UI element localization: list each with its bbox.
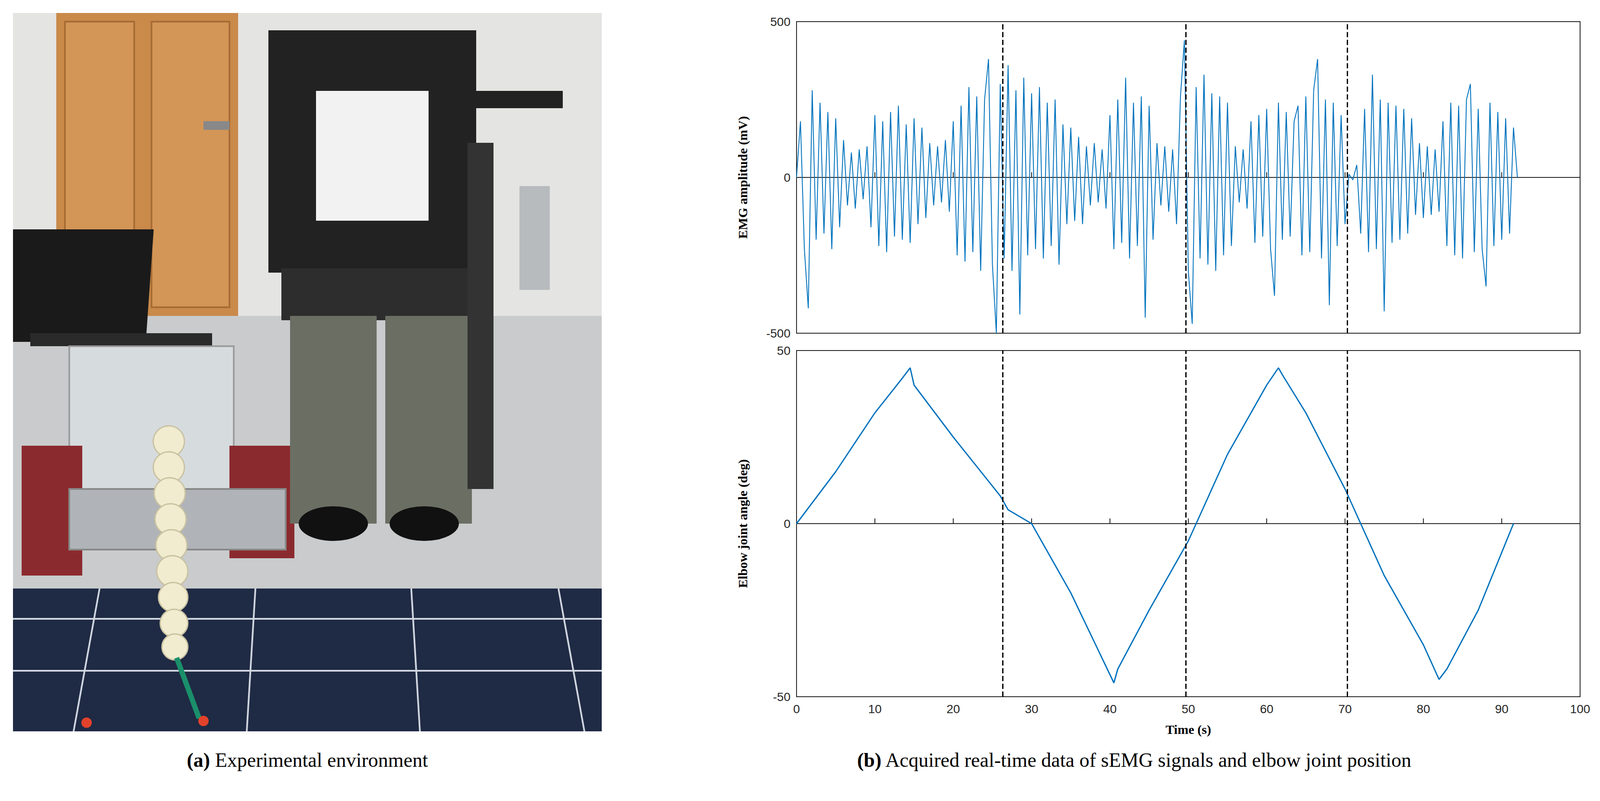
svg-text:60: 60 (1259, 702, 1274, 717)
svg-text:50: 50 (777, 344, 791, 358)
svg-text:-500: -500 (766, 326, 791, 341)
svg-text:-50: -50 (773, 690, 791, 704)
svg-text:20: 20 (946, 702, 960, 717)
html-text:(a) Experimental environment: (a) Experimental environment (186, 749, 428, 772)
svg-text:100: 100 (1570, 702, 1591, 717)
svg-text:500: 500 (770, 15, 791, 29)
svg-text:40: 40 (1103, 702, 1117, 717)
svg-text:0: 0 (783, 517, 791, 531)
html-text:(b) Acquired real-time data of: (b) Acquired real-time data of sEMG sign… (857, 749, 1412, 772)
svg-text:Time (s): Time (s) (1165, 722, 1211, 738)
svg-text:90: 90 (1494, 702, 1509, 717)
svg-text:0: 0 (783, 170, 791, 185)
svg-text:80: 80 (1416, 702, 1430, 717)
svg-text:50: 50 (1181, 702, 1195, 717)
svg-text:70: 70 (1338, 702, 1352, 717)
svg-text:EMG amplitude (mV): EMG amplitude (mV) (735, 116, 751, 239)
svg-text:0: 0 (793, 702, 800, 717)
svg-text:Elbow joint angle (deg): Elbow joint angle (deg) (735, 459, 751, 589)
svg-text:10: 10 (867, 702, 882, 717)
svg-text:30: 30 (1024, 702, 1039, 717)
